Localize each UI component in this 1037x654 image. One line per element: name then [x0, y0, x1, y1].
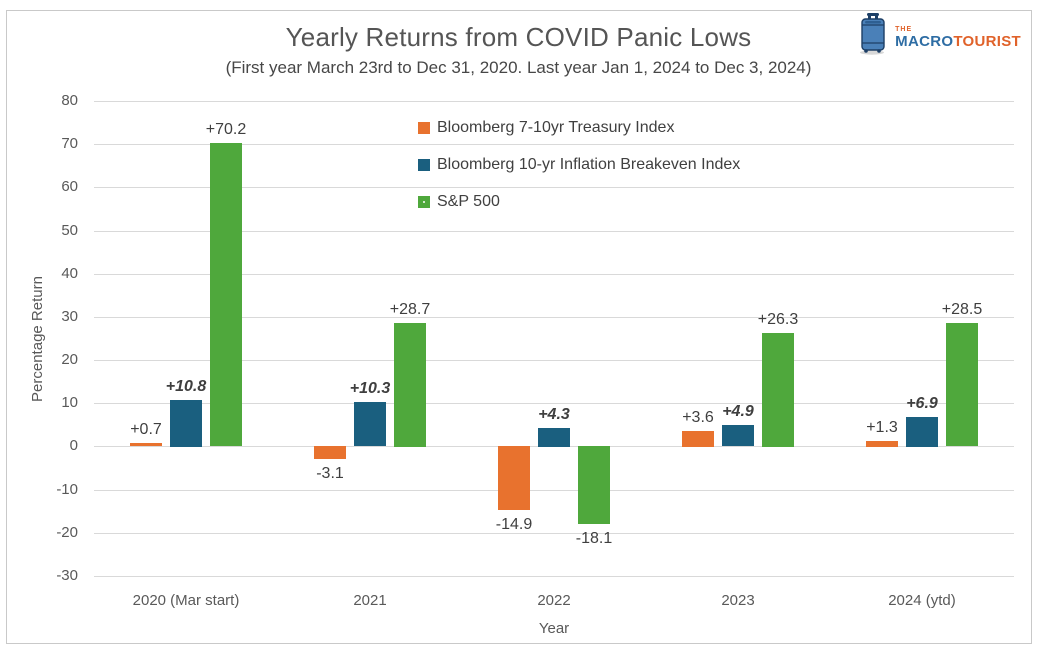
data-label: +4.3 — [538, 406, 570, 423]
data-label: +0.7 — [130, 421, 162, 438]
x-tick-label: 2024 (ytd) — [888, 592, 956, 609]
bar-series3-cat2 — [394, 323, 426, 447]
brand-logo-tourist: TOURIST — [953, 33, 1021, 50]
data-label: +70.2 — [205, 121, 247, 138]
bar-series1-cat5 — [866, 441, 898, 447]
y-tick-label: -30 — [56, 567, 78, 584]
data-label: +4.9 — [722, 403, 754, 420]
data-label: +10.3 — [349, 380, 391, 397]
legend-swatch-1 — [418, 121, 430, 134]
legend-item-3: S&P 500 — [418, 193, 740, 210]
brand-logo: THE MACROTOURIST — [857, 12, 1021, 61]
chart-title: Yearly Returns from COVID Panic Lows — [285, 22, 752, 52]
gridline--20 — [94, 533, 1014, 534]
y-tick-label: -10 — [56, 481, 78, 498]
bar-series1-cat3 — [498, 446, 530, 510]
x-tick-label: 2022 — [537, 592, 571, 609]
data-label: +1.3 — [866, 419, 898, 436]
legend-swatch-2 — [418, 158, 430, 171]
brand-logo-text: THE MACROTOURIST — [895, 26, 1021, 50]
y-tick-label: 30 — [61, 308, 78, 325]
bar-series2-cat2 — [354, 402, 386, 446]
data-label: +3.6 — [682, 409, 714, 426]
bar-series3-cat1 — [210, 143, 242, 446]
legend-item-1: Bloomberg 7-10yr Treasury Index — [418, 119, 740, 136]
bar-series3-cat5 — [946, 323, 978, 446]
y-axis-title: Percentage Return — [29, 276, 46, 402]
legend-label-2: Bloomberg 10-yr Inflation Breakeven Inde… — [437, 155, 741, 173]
gridline-70 — [94, 144, 1014, 145]
y-tick-label: 20 — [61, 351, 78, 368]
gridline-20 — [94, 360, 1014, 361]
x-tick-label: 2020 (Mar start) — [132, 592, 240, 609]
bar-series2-cat5 — [906, 417, 938, 447]
gridline--10 — [94, 490, 1014, 491]
gridline-40 — [94, 274, 1014, 275]
y-tick-label: 80 — [61, 92, 78, 109]
gridline-10 — [94, 403, 1014, 404]
bar-series3-cat3 — [578, 446, 610, 524]
bar-series2-cat1 — [170, 400, 202, 447]
bar-series1-cat1 — [130, 443, 162, 446]
data-label: +10.8 — [165, 378, 207, 395]
brand-logo-the: THE — [895, 26, 913, 33]
y-tick-label: -20 — [56, 524, 78, 541]
x-tick-label: 2021 — [353, 592, 387, 609]
data-label: -14.9 — [495, 516, 533, 533]
data-label: -3.1 — [316, 465, 344, 482]
data-label: +28.5 — [941, 301, 983, 318]
chart-subtitle: (First year March 23rd to Dec 31, 2020. … — [225, 58, 812, 77]
bar-series3-cat4 — [762, 333, 794, 447]
suitcase-icon — [857, 12, 891, 61]
y-tick-label: 50 — [61, 222, 78, 239]
chart-frame-border — [6, 10, 1032, 644]
data-label: +28.7 — [389, 301, 431, 318]
gridline--30 — [94, 576, 1014, 577]
data-label: +6.9 — [906, 395, 938, 412]
legend-swatch-3 — [418, 195, 430, 208]
bar-series2-cat4 — [722, 425, 754, 446]
gridline-60 — [94, 187, 1014, 188]
legend: Bloomberg 7-10yr Treasury Index Bloomberg… — [418, 119, 740, 230]
y-tick-label: 0 — [69, 437, 78, 454]
y-tick-label: 40 — [61, 265, 78, 282]
data-label: +26.3 — [757, 311, 799, 328]
gridline-80 — [94, 101, 1014, 102]
gridline-50 — [94, 231, 1014, 232]
legend-label-3: S&P 500 — [437, 192, 500, 210]
gridline-30 — [94, 317, 1014, 318]
y-tick-label: 10 — [61, 394, 78, 411]
data-label: -18.1 — [575, 530, 613, 547]
bar-series1-cat2 — [314, 446, 346, 459]
bar-series2-cat3 — [538, 428, 570, 447]
legend-label-1: Bloomberg 7-10yr Treasury Index — [437, 118, 675, 136]
x-tick-label: 2023 — [721, 592, 755, 609]
brand-logo-macro: MACRO — [895, 33, 954, 50]
y-tick-label: 60 — [61, 178, 78, 195]
y-tick-label: 70 — [61, 135, 78, 152]
x-axis-title: Year — [538, 620, 570, 637]
bar-series1-cat4 — [682, 431, 714, 447]
legend-item-2: Bloomberg 10-yr Inflation Breakeven Inde… — [418, 156, 740, 173]
